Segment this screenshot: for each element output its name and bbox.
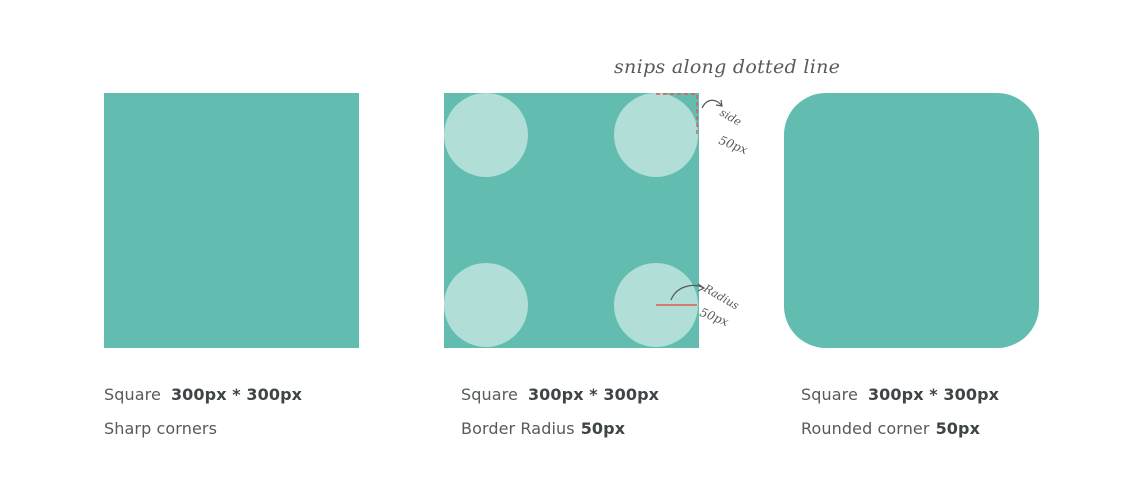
caption-corner-border-radius: Border Radius 50px	[461, 419, 625, 438]
caption-size-border-radius: Square 300px * 300px	[461, 385, 659, 404]
rounded-corner-square	[784, 93, 1039, 348]
corner-circle-top-right	[614, 93, 698, 177]
caption-value: 50px	[935, 419, 981, 438]
corner-circle-bottom-left	[444, 263, 528, 347]
caption-label: Square	[461, 385, 518, 404]
side-arrowhead-icon	[715, 99, 723, 107]
snip-dashed-line	[656, 93, 698, 135]
caption-label: Square	[801, 385, 858, 404]
caption-label: Border Radius	[461, 419, 575, 438]
caption-size-sharp: Square 300px * 300px	[104, 385, 302, 404]
caption-label: Square	[104, 385, 161, 404]
caption-corner-sharp: Sharp corners	[104, 419, 217, 438]
caption-label: Sharp corners	[104, 419, 218, 438]
caption-corner-rounded: Rounded corner 50px	[801, 419, 980, 438]
radius-arrow-icon	[670, 284, 705, 301]
caption-label: Rounded corner	[801, 419, 930, 438]
side-arrow-icon	[701, 99, 723, 109]
sharp-corner-square	[104, 93, 359, 348]
corner-circle-top-left	[444, 93, 528, 177]
radius-arrowhead-icon	[697, 283, 706, 292]
caption-value: 300px * 300px	[527, 385, 660, 404]
caption-value: 50px	[580, 419, 626, 438]
caption-value: 300px * 300px	[867, 385, 1000, 404]
snip-note: snips along dotted line	[614, 56, 841, 78]
caption-value: 300px * 300px	[170, 385, 303, 404]
caption-size-rounded: Square 300px * 300px	[801, 385, 999, 404]
